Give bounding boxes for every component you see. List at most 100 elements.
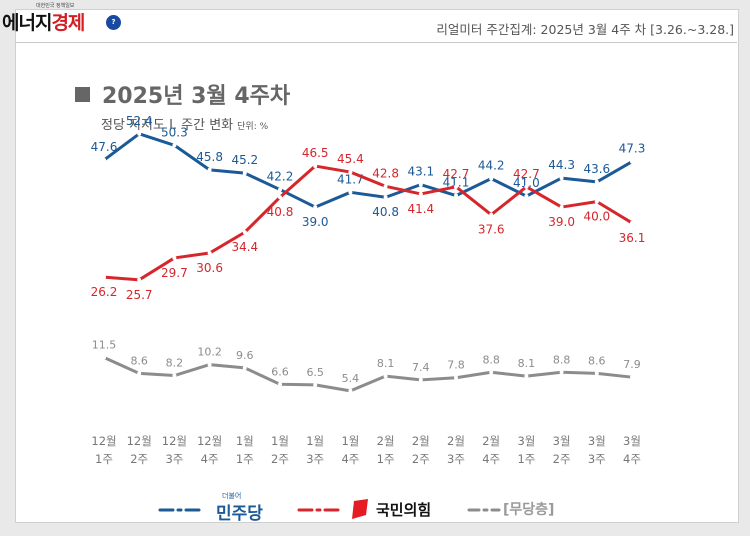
data-label-independent: 8.6	[130, 354, 148, 367]
data-label-ppp: 45.4	[337, 152, 364, 166]
data-point-independent[interactable]	[630, 375, 634, 380]
data-point-ppp[interactable]	[137, 277, 142, 282]
x-tick-label: 1월 1주	[225, 432, 265, 468]
data-point-independent[interactable]	[207, 362, 212, 367]
data-label-independent: 9.6	[236, 349, 254, 362]
data-label-independent: 11.5	[92, 339, 117, 352]
data-label-independent: 8.6	[588, 354, 606, 367]
x-tick-month: 1월	[341, 434, 360, 448]
x-tick-label: 3월 1주	[506, 432, 546, 468]
data-point-democratic[interactable]	[559, 176, 564, 181]
data-point-independent[interactable]	[102, 355, 106, 360]
data-point-independent[interactable]	[383, 374, 388, 379]
x-tick-month: 2월	[482, 434, 501, 448]
data-point-independent[interactable]	[454, 375, 458, 380]
x-tick-week: 2주	[130, 452, 149, 466]
data-point-ppp[interactable]	[242, 230, 247, 235]
data-point-democratic[interactable]	[102, 158, 106, 163]
data-point-ppp[interactable]	[418, 191, 423, 196]
data-point-democratic[interactable]	[172, 143, 177, 148]
chart-subtitle: 정당 지지도 Ⅰ. 주간 변화 단위: %	[101, 114, 268, 133]
data-point-democratic[interactable]	[489, 176, 494, 181]
data-point-independent[interactable]	[137, 371, 142, 376]
x-tick-week: 1주	[517, 452, 536, 466]
data-point-democratic[interactable]	[278, 187, 282, 192]
data-point-ppp[interactable]	[594, 199, 599, 204]
data-label-ppp: 37.6	[478, 223, 505, 237]
data-label-ppp: 39.0	[548, 215, 575, 229]
data-point-independent[interactable]	[348, 388, 353, 393]
data-point-ppp[interactable]	[278, 195, 282, 200]
data-point-democratic[interactable]	[454, 193, 458, 198]
data-label-democratic: 44.2	[478, 159, 505, 173]
x-tick-label: 3월 2주	[542, 432, 582, 468]
data-point-ppp[interactable]	[348, 170, 353, 175]
legend-line-icon	[158, 508, 206, 512]
data-point-democratic[interactable]	[418, 182, 423, 187]
data-point-democratic[interactable]	[348, 190, 353, 195]
data-point-democratic[interactable]	[137, 131, 142, 136]
legend-label-ppp: 국민의힘	[376, 501, 432, 519]
series-line-democratic[interactable]	[103, 132, 633, 209]
data-point-democratic[interactable]	[207, 167, 212, 172]
data-point-ppp[interactable]	[559, 205, 564, 210]
legend-item-independent[interactable]: [무당층]	[467, 498, 607, 522]
data-label-independent: 10.2	[197, 346, 222, 359]
data-point-ppp[interactable]	[313, 164, 318, 169]
data-point-ppp[interactable]	[489, 212, 494, 217]
brand-logo[interactable]: 대한민국 정책일보 에너지경제 ?	[2, 2, 132, 34]
data-point-independent[interactable]	[172, 373, 177, 378]
data-point-democratic[interactable]	[383, 195, 388, 200]
x-tick-label: 2월 2주	[401, 432, 441, 468]
data-point-democratic[interactable]	[594, 179, 599, 184]
data-point-ppp[interactable]	[102, 275, 106, 280]
x-tick-week: 2주	[552, 452, 571, 466]
data-point-ppp[interactable]	[207, 251, 212, 256]
data-label-ppp: 46.5	[302, 146, 329, 160]
x-tick-label: 2월 1주	[366, 432, 406, 468]
data-label-independent: 8.8	[482, 353, 500, 366]
data-label-ppp: 29.7	[161, 266, 188, 280]
data-point-independent[interactable]	[524, 374, 529, 379]
logo-red: 경제	[51, 12, 85, 34]
data-point-independent[interactable]	[242, 365, 247, 370]
data-point-democratic[interactable]	[313, 205, 318, 210]
x-tick-month: 12월	[126, 434, 152, 448]
data-label-independent: 8.1	[377, 357, 395, 370]
data-point-independent[interactable]	[594, 371, 599, 376]
data-label-democratic: 45.8	[196, 150, 223, 164]
data-point-independent[interactable]	[418, 377, 423, 382]
legend-label-democratic: 민주당	[216, 504, 263, 524]
data-point-ppp[interactable]	[630, 220, 634, 225]
data-point-ppp[interactable]	[454, 184, 458, 189]
x-tick-month: 3월	[587, 434, 606, 448]
data-label-democratic: 43.6	[583, 162, 610, 176]
data-point-democratic[interactable]	[524, 194, 529, 199]
data-point-independent[interactable]	[489, 370, 494, 375]
data-label-ppp: 25.7	[126, 288, 153, 302]
x-tick-label: 2월 4주	[471, 432, 511, 468]
x-tick-label: 1월 4주	[330, 432, 370, 468]
data-point-democratic[interactable]	[630, 159, 634, 164]
x-tick-week: 4주	[482, 452, 501, 466]
x-tick-label: 1월 2주	[260, 432, 300, 468]
data-label-independent: 6.6	[271, 365, 289, 378]
series-line-ppp[interactable]	[103, 164, 633, 282]
data-point-ppp[interactable]	[383, 184, 388, 189]
data-label-ppp: 40.8	[267, 205, 294, 219]
data-point-ppp[interactable]	[524, 184, 529, 189]
x-tick-label: 2월 3주	[436, 432, 476, 468]
data-label-ppp: 40.0	[583, 210, 610, 224]
data-point-ppp[interactable]	[172, 255, 177, 260]
data-point-democratic[interactable]	[242, 171, 247, 176]
x-tick-week: 4주	[623, 452, 641, 466]
data-point-independent[interactable]	[278, 382, 282, 387]
data-label-democratic: 41.0	[513, 176, 540, 190]
legend-item-democratic[interactable]: 더불어 민주당	[158, 492, 308, 524]
data-point-independent[interactable]	[559, 370, 564, 375]
x-tick-month: 3월	[623, 434, 641, 448]
data-point-independent[interactable]	[313, 382, 318, 387]
data-label-ppp: 30.6	[196, 261, 223, 275]
legend-item-ppp[interactable]: 국민의힘	[297, 498, 477, 522]
series-line-independent[interactable]	[103, 356, 633, 393]
